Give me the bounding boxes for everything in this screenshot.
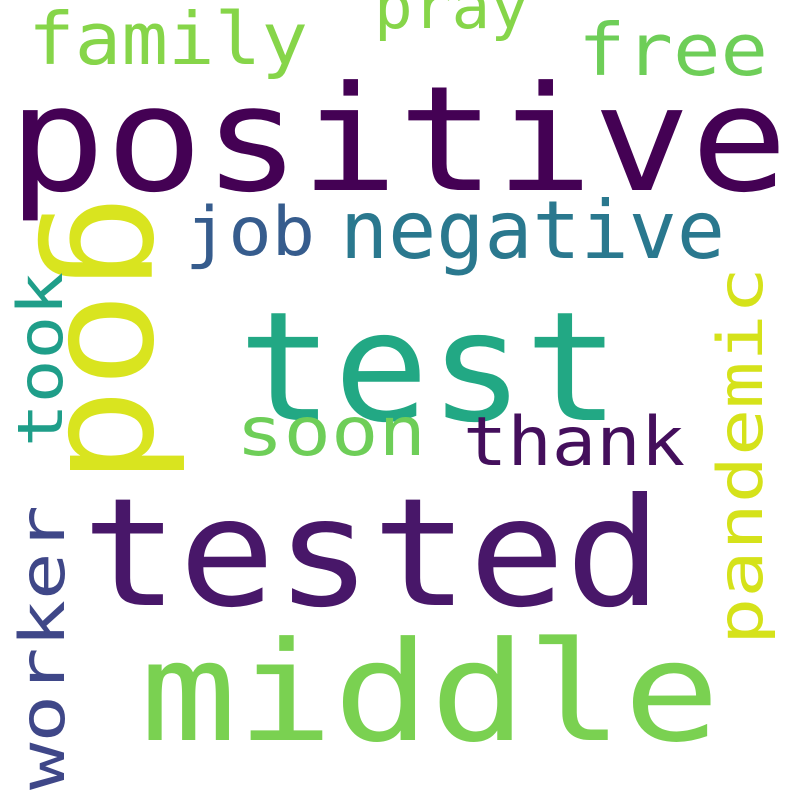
word-positive: positive: [8, 55, 788, 225]
word-pandemic: pandemic: [704, 267, 777, 645]
word-test: test: [238, 279, 620, 456]
word-thank: thank: [463, 403, 685, 482]
word-negative: negative: [340, 184, 725, 277]
word-god: god: [34, 195, 208, 485]
word-middle: middle: [140, 612, 720, 773]
word-family: family: [28, 0, 308, 81]
word-took: took: [4, 272, 77, 447]
word-pray: pray: [374, 0, 529, 43]
word-soon: soon: [236, 393, 426, 472]
word-worker: worker: [6, 505, 79, 790]
word-tested: tested: [82, 467, 662, 641]
word-job: job: [185, 193, 315, 272]
word-free: free: [578, 8, 768, 92]
